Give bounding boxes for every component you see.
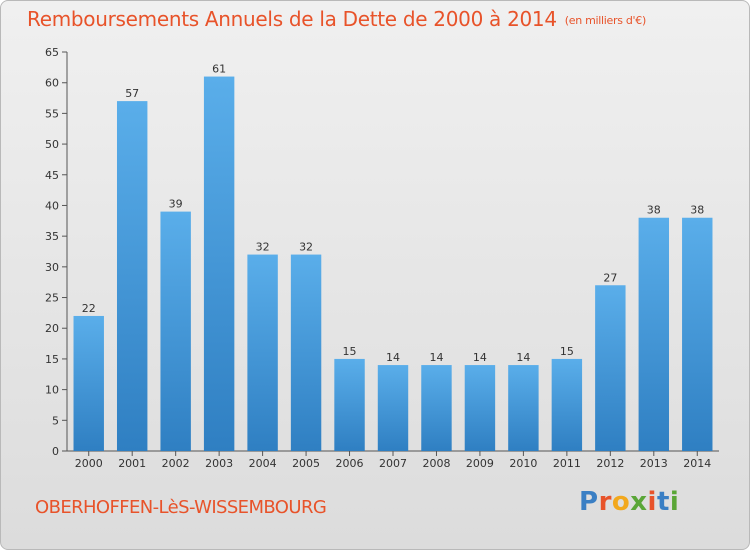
bar bbox=[551, 358, 583, 451]
bar bbox=[377, 365, 409, 451]
bar bbox=[203, 76, 235, 452]
y-tick-label: 35 bbox=[45, 230, 59, 243]
logo-letter: x bbox=[630, 487, 648, 517]
bar bbox=[247, 254, 278, 451]
x-tick-label: 2003 bbox=[205, 457, 233, 470]
data-label: 14 bbox=[429, 351, 443, 364]
y-tick-label: 0 bbox=[52, 445, 59, 458]
data-label: 32 bbox=[299, 241, 313, 254]
chart-title: Remboursements Annuels de la Dette de 20… bbox=[27, 7, 646, 31]
x-tick-label: 2006 bbox=[336, 457, 364, 470]
y-tick-label: 20 bbox=[45, 322, 59, 335]
x-tick-label: 2005 bbox=[292, 457, 320, 470]
bar bbox=[160, 211, 191, 451]
logo-letter: i bbox=[669, 487, 680, 517]
commune-name: OBERHOFFEN-LèS-WISSEMBOURG bbox=[35, 497, 327, 518]
y-tick-label: 5 bbox=[52, 414, 59, 427]
x-tick-label: 2014 bbox=[683, 457, 711, 470]
bar bbox=[508, 365, 539, 451]
data-label: 22 bbox=[82, 302, 96, 315]
data-label: 39 bbox=[169, 198, 183, 211]
x-tick-label: 2008 bbox=[422, 457, 450, 470]
x-tick-label: 2004 bbox=[249, 457, 277, 470]
data-label: 15 bbox=[560, 345, 574, 358]
y-tick-label: 55 bbox=[45, 107, 59, 120]
x-tick-label: 2002 bbox=[162, 457, 190, 470]
bar bbox=[682, 217, 713, 451]
y-tick-label: 60 bbox=[45, 77, 59, 90]
chart-bars bbox=[73, 76, 713, 452]
logo-letter: o bbox=[611, 487, 631, 517]
chart-axes: 0 5 10 15 20 25 30 35 40 45 50 55 60 65 2000 2001 2002 20… bbox=[45, 46, 719, 470]
bar bbox=[638, 217, 670, 451]
data-label: 15 bbox=[343, 345, 357, 358]
data-label: 32 bbox=[256, 241, 270, 254]
data-label: 14 bbox=[516, 351, 530, 364]
y-tick-label: 25 bbox=[45, 292, 59, 305]
bar bbox=[421, 365, 452, 451]
logo-letter: r bbox=[598, 487, 612, 517]
bar bbox=[116, 101, 148, 451]
data-label: 57 bbox=[125, 87, 139, 100]
y-tick-label: 30 bbox=[45, 261, 59, 274]
x-tick-label: 2013 bbox=[640, 457, 668, 470]
x-tick-label: 2011 bbox=[553, 457, 581, 470]
chart-title-text: Remboursements Annuels de la Dette de 20… bbox=[27, 7, 557, 31]
chart-data-labels: 22 57 39 61 32 32 15 14 14 14 14 15 27 38 38 bbox=[82, 63, 705, 365]
y-tick-label: 15 bbox=[45, 353, 59, 366]
proxiti-logo: Proxiti bbox=[579, 487, 679, 517]
bar bbox=[290, 254, 322, 451]
bar bbox=[73, 315, 104, 451]
bar bbox=[595, 285, 626, 451]
logo-letter: P bbox=[579, 487, 599, 517]
bar bbox=[464, 365, 496, 451]
data-label: 38 bbox=[647, 204, 661, 217]
logo-letter: i bbox=[647, 487, 657, 517]
y-tick-label: 65 bbox=[45, 46, 59, 59]
data-label: 14 bbox=[386, 351, 400, 364]
data-label: 14 bbox=[473, 351, 487, 364]
x-tick-label: 2012 bbox=[596, 457, 624, 470]
x-tick-label: 2007 bbox=[379, 457, 407, 470]
data-label: 38 bbox=[690, 204, 704, 217]
chart-subtitle: (en milliers d'€) bbox=[564, 14, 646, 27]
logo-letter: t bbox=[656, 487, 670, 517]
x-tick-label: 2010 bbox=[509, 457, 537, 470]
bar bbox=[334, 358, 365, 451]
x-tick-label: 2000 bbox=[75, 457, 103, 470]
data-label: 27 bbox=[603, 271, 617, 284]
y-tick-label: 10 bbox=[45, 384, 59, 397]
data-label: 61 bbox=[212, 63, 226, 76]
y-tick-label: 40 bbox=[45, 199, 59, 212]
y-tick-label: 50 bbox=[45, 138, 59, 151]
x-tick-label: 2001 bbox=[118, 457, 146, 470]
y-tick-label: 45 bbox=[45, 169, 59, 182]
x-tick-label: 2009 bbox=[466, 457, 494, 470]
